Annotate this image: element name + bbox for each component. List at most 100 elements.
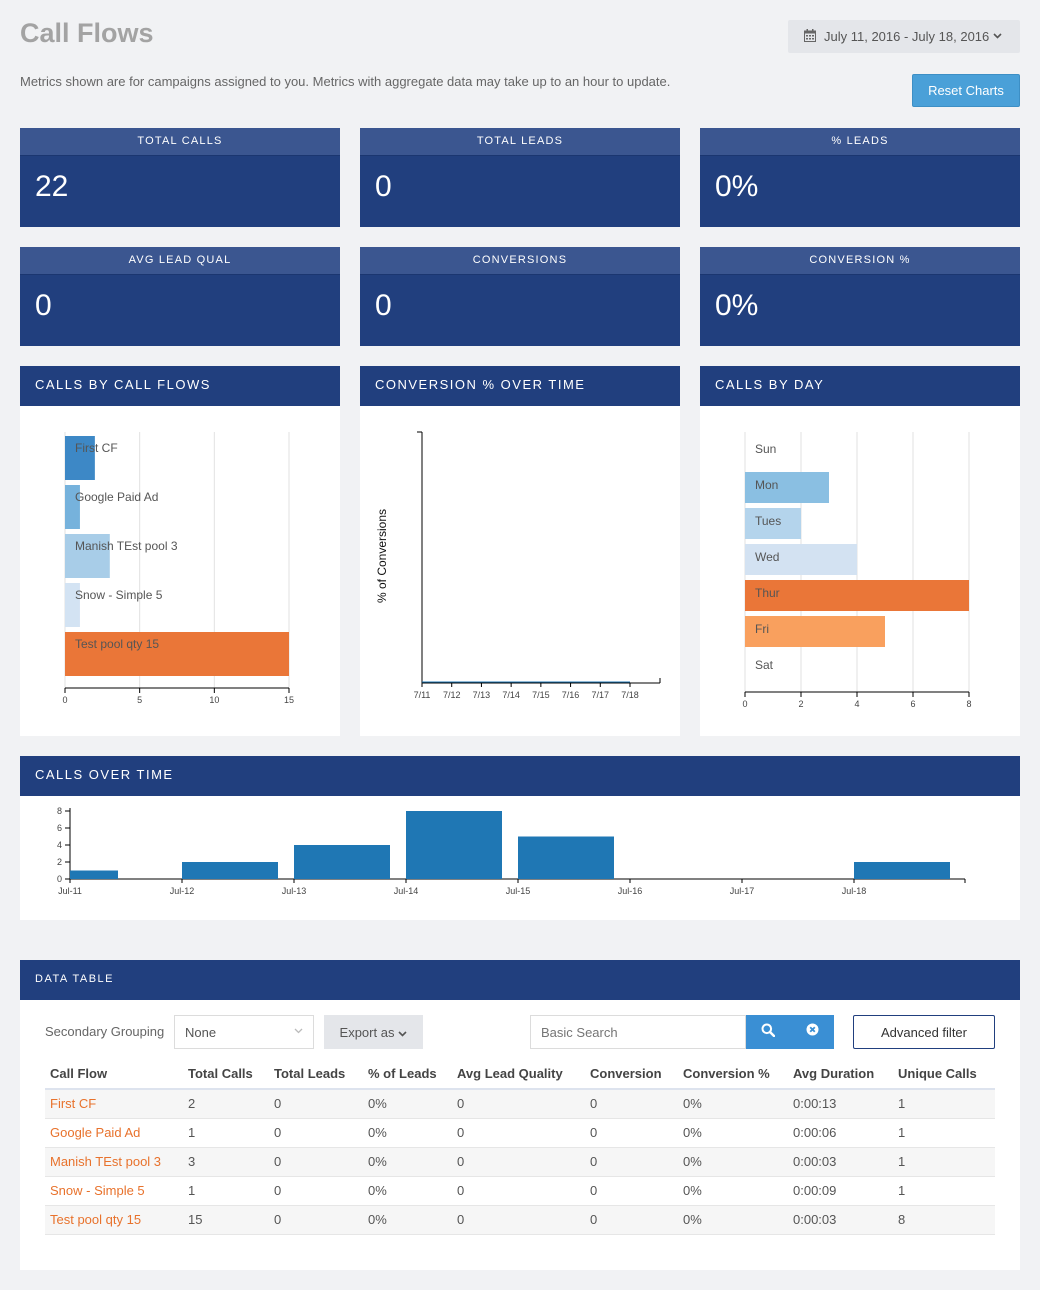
- bar-label: Google Paid Ad: [75, 490, 158, 504]
- column-header[interactable]: Conversion: [585, 1059, 678, 1090]
- y-tick-label: 0: [57, 874, 62, 884]
- cell: 0: [269, 1118, 363, 1148]
- cell: 0%: [678, 1205, 788, 1235]
- bar-label: Wed: [755, 550, 779, 564]
- column-header[interactable]: Unique Calls: [893, 1059, 995, 1090]
- calls-by-day-chart: Sun Mon Tues Wed Thur Fri Sat 0 2 4 6 8: [742, 432, 972, 709]
- call-flow-link[interactable]: Manish TEst pool 3: [45, 1147, 183, 1177]
- column-header[interactable]: Conversion %: [678, 1059, 788, 1090]
- bar: [745, 544, 857, 575]
- table-row: Test pool qty 15 15 0 0% 0 0 0% 0:00:03 …: [45, 1205, 995, 1235]
- cell: 1: [183, 1176, 269, 1206]
- date-range-picker[interactable]: July 11, 2016 - July 18, 2016: [788, 20, 1020, 53]
- cell: 0%: [363, 1089, 452, 1119]
- x-tick-label: Jul-12: [170, 886, 195, 896]
- export-as-button[interactable]: Export as: [324, 1015, 423, 1049]
- x-tick-label: 7/16: [562, 690, 580, 700]
- column-header[interactable]: Avg Lead Quality: [452, 1059, 585, 1090]
- cell: 0: [452, 1205, 585, 1235]
- bar: [65, 534, 110, 578]
- search-button[interactable]: [746, 1015, 790, 1049]
- chevron-down-icon: [294, 1025, 303, 1037]
- cell: 1: [893, 1118, 995, 1148]
- bar: [518, 836, 614, 879]
- bar: [406, 811, 502, 879]
- cell: 3: [183, 1147, 269, 1177]
- x-tick-label: 8: [966, 699, 971, 709]
- reset-charts-button[interactable]: Reset Charts: [912, 74, 1020, 107]
- call-flow-link[interactable]: First CF: [45, 1089, 183, 1119]
- stat-conversions: CONVERSIONS 0: [360, 247, 680, 346]
- secondary-grouping-select[interactable]: None: [174, 1015, 314, 1049]
- bar-label: Mon: [755, 478, 778, 492]
- x-tick-label: 4: [854, 699, 859, 709]
- stat-label: TOTAL LEADS: [360, 128, 680, 156]
- stat-value: 22: [35, 170, 69, 203]
- page-title: Call Flows: [20, 18, 154, 48]
- x-tick-label: 0: [62, 695, 67, 705]
- x-tick-label: 7/11: [414, 690, 431, 700]
- x-tick-label: 15: [284, 695, 294, 705]
- call-flow-link[interactable]: Snow - Simple 5: [45, 1176, 183, 1206]
- bar: [854, 862, 950, 879]
- stat-label: CONVERSIONS: [360, 247, 680, 275]
- date-range-label: July 11, 2016 - July 18, 2016: [824, 29, 990, 44]
- column-header[interactable]: Total Leads: [269, 1059, 363, 1090]
- bar: [65, 583, 80, 627]
- cell: 0: [452, 1089, 585, 1119]
- stat-label: % LEADS: [700, 128, 1020, 156]
- basic-search-input[interactable]: [530, 1015, 746, 1049]
- column-header[interactable]: Avg Duration: [788, 1059, 893, 1090]
- panel-conversion-over-time: CONVERSION % OVER TIME 7/11 7/12 7/13 7/14 7…: [360, 366, 680, 736]
- cell: 0%: [363, 1176, 452, 1206]
- cell: 0:00:09: [788, 1176, 893, 1206]
- conversion-over-time-chart: 7/11 7/12 7/13 7/14 7/15 7/16 7/17 7/18 % of Con…: [375, 431, 661, 700]
- column-header[interactable]: Call Flow: [45, 1059, 183, 1090]
- cell: 0: [585, 1147, 678, 1177]
- cell: 0: [269, 1205, 363, 1235]
- x-tick-label: 7/17: [592, 690, 610, 700]
- stat-avg-lead-qual: AVG LEAD QUAL 0: [20, 247, 340, 346]
- call-flow-link[interactable]: Google Paid Ad: [45, 1118, 183, 1148]
- cell: 0:00:06: [788, 1118, 893, 1148]
- column-header[interactable]: Total Calls: [183, 1059, 269, 1090]
- bar: [182, 862, 278, 879]
- chevron-down-icon: [993, 31, 1002, 42]
- bar-label: Snow - Simple 5: [75, 588, 163, 602]
- cell: 0%: [363, 1118, 452, 1148]
- cell: 8: [893, 1205, 995, 1235]
- calls-by-flow-chart: First CF Google Paid Ad Manish TEst pool 3…: [62, 432, 294, 705]
- stat-label: CONVERSION %: [700, 247, 1020, 275]
- bar-label: First CF: [75, 441, 118, 455]
- cell: 0: [452, 1147, 585, 1177]
- x-tick-label: Jul-18: [842, 886, 867, 896]
- metrics-notice: Metrics shown are for campaigns assigned…: [20, 74, 671, 89]
- search-icon: [761, 1023, 776, 1042]
- x-tick-label: 2: [798, 699, 803, 709]
- bar: [65, 485, 80, 529]
- clear-search-button[interactable]: [790, 1015, 834, 1049]
- bar-label: Manish TEst pool 3: [75, 539, 178, 553]
- cell: 0: [585, 1089, 678, 1119]
- cell: 0%: [678, 1118, 788, 1148]
- y-axis-label: % of Conversions: [375, 509, 389, 603]
- bar-label: Test pool qty 15: [75, 637, 159, 651]
- table-row: Google Paid Ad 1 0 0% 0 0 0% 0:00:06 1: [45, 1118, 995, 1148]
- cell: 0:00:03: [788, 1147, 893, 1177]
- x-tick-label: Jul-14: [394, 886, 419, 896]
- advanced-filter-button[interactable]: Advanced filter: [853, 1015, 995, 1049]
- panel-title: CONVERSION % OVER TIME: [360, 366, 680, 406]
- stat-value: 0%: [715, 170, 759, 203]
- bar: [65, 632, 289, 676]
- bar: [294, 845, 390, 879]
- stat-conversion-percent: CONVERSION % 0%: [700, 247, 1020, 346]
- cell: 0: [452, 1118, 585, 1148]
- column-header[interactable]: % of Leads: [363, 1059, 452, 1090]
- call-flow-link[interactable]: Test pool qty 15: [45, 1205, 183, 1235]
- table-header-row: Call Flow Total Calls Total Leads % of L…: [45, 1059, 995, 1090]
- x-tick-label: 7/13: [473, 690, 491, 700]
- bar-label: Sat: [755, 658, 774, 672]
- grouping-value: None: [185, 1025, 217, 1040]
- cell: 15: [183, 1205, 269, 1235]
- stat-total-calls: TOTAL CALLS 22: [20, 128, 340, 227]
